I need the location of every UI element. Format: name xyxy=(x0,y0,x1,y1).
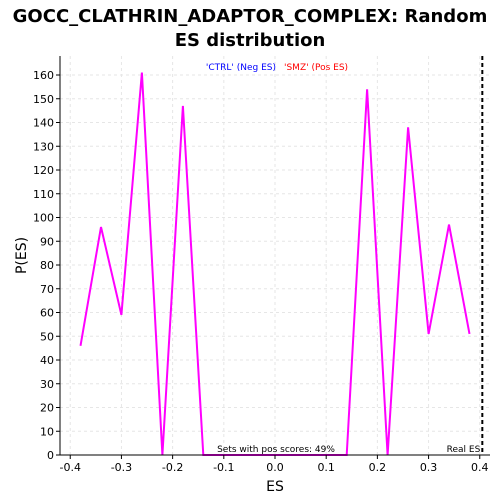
chart-title-line-2: ES distribution xyxy=(175,30,326,51)
y-tick-label: 70 xyxy=(40,283,54,296)
y-tick-label: 30 xyxy=(40,378,54,391)
y-tick-label: 100 xyxy=(33,212,54,225)
x-axis-label: ES xyxy=(266,479,284,495)
legend-entry-ctrl: 'CTRL' (Neg ES) xyxy=(206,63,276,73)
y-tick-label: 40 xyxy=(40,354,54,367)
y-tick-label: 80 xyxy=(40,259,54,272)
y-tick-label: 110 xyxy=(33,188,54,201)
x-tick-label: 0.0 xyxy=(266,461,284,474)
plot-area: 0 10 20 30 40 50 60 70 80 90 100 110 120 130 140 150 160… xyxy=(33,56,490,474)
y-axis-label: P(ES) xyxy=(14,237,30,274)
real-es-label: Real ES xyxy=(447,445,481,455)
y-tick-label: 0 xyxy=(47,449,54,462)
y-tick-label: 50 xyxy=(40,330,54,343)
x-tick-label: 0.3 xyxy=(420,461,438,474)
y-tick-label: 150 xyxy=(33,93,54,106)
y-tick-label: 120 xyxy=(33,164,54,177)
y-tick-label: 60 xyxy=(40,307,54,320)
pos-scores-annotation: Sets with pos scores: 49% xyxy=(217,445,335,455)
x-tick-label: -0.2 xyxy=(162,461,183,474)
x-tick-label: 0.1 xyxy=(317,461,335,474)
y-tick-label: 130 xyxy=(33,140,54,153)
x-tick-label: 0.4 xyxy=(471,461,489,474)
x-tick-label: -0.4 xyxy=(60,461,81,474)
x-tick-label: -0.1 xyxy=(213,461,234,474)
chart-title-line-1: GOCC_CLATHRIN_ADAPTOR_COMPLEX: Random xyxy=(13,6,488,27)
y-tick-label: 160 xyxy=(33,69,54,82)
axes: 0 10 20 30 40 50 60 70 80 90 100 110 120 130 140 150 160… xyxy=(33,56,490,474)
legend-entry-smz: 'SMZ' (Pos ES) xyxy=(284,63,348,73)
x-tick-label: -0.3 xyxy=(111,461,132,474)
legend: 'CTRL' (Neg ES) 'SMZ' (Pos ES) xyxy=(206,63,348,73)
y-tick-label: 90 xyxy=(40,235,54,248)
y-tick-label: 10 xyxy=(40,425,54,438)
y-tick-label: 140 xyxy=(33,117,54,130)
x-tick-label: 0.2 xyxy=(369,461,387,474)
y-tick-label: 20 xyxy=(40,402,54,415)
